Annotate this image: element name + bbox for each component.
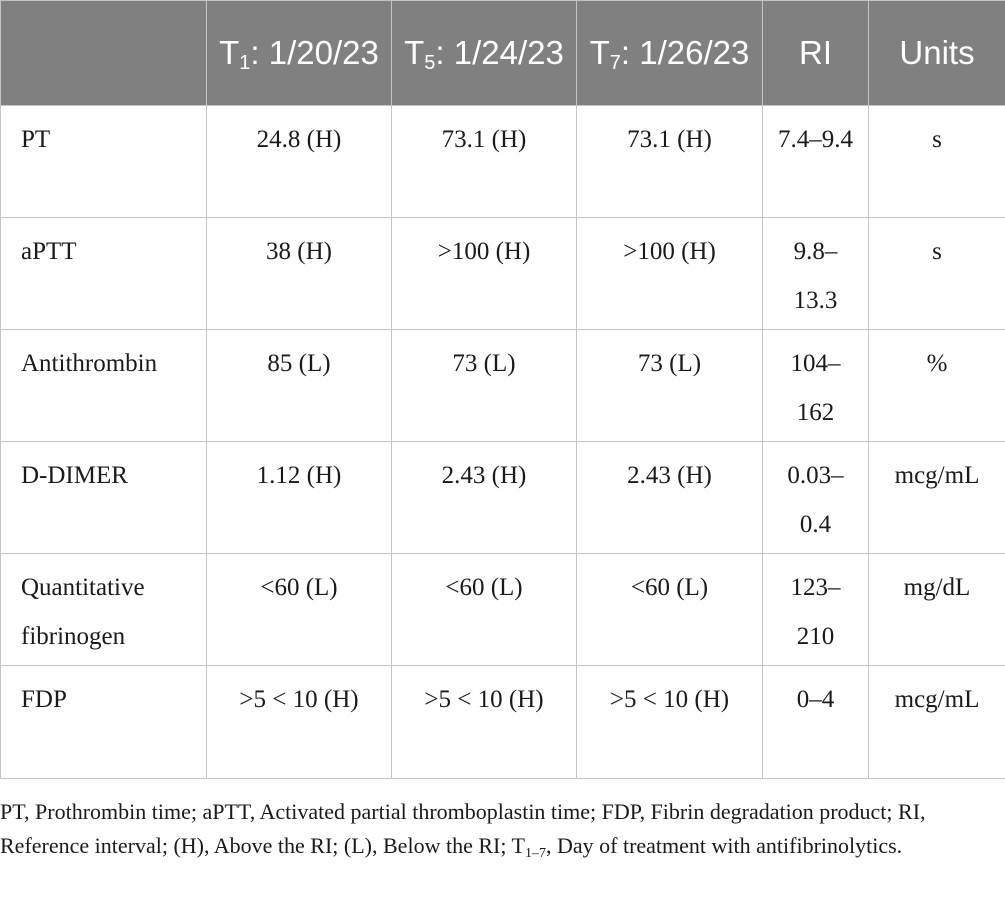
header-t5-date: : 1/24/23 <box>435 34 564 71</box>
row-param: PT <box>0 105 207 218</box>
row-t1-value: <60 (L) <box>206 553 392 666</box>
footnote-text: PT, Prothrombin time; aPTT, Activated pa… <box>0 799 926 858</box>
row-t1-value: 38 (H) <box>206 217 392 330</box>
row-t1-value: >5 < 10 (H) <box>206 665 392 779</box>
row-t5-value: 73 (L) <box>391 329 577 442</box>
row-param: Antithrombin <box>0 329 207 442</box>
header-ri: RI <box>762 0 869 106</box>
header-t7-date: : 1/26/23 <box>620 34 750 71</box>
header-t1-label: T <box>219 34 240 71</box>
row-t7-value: >100 (H) <box>576 217 763 330</box>
header-t1-sub: 1 <box>239 52 251 74</box>
header-t5-label: T <box>404 34 425 71</box>
table-footnote: PT, Prothrombin time; aPTT, Activated pa… <box>0 795 990 863</box>
row-ri-value: 0–4 <box>762 665 869 779</box>
row-ri-value: 104–162 <box>762 329 869 442</box>
table-row: Quantitative fibrinogen <60 (L) <60 (L) … <box>0 553 1005 666</box>
header-t1: T1: 1/20/23 <box>206 0 392 106</box>
row-t7-value: 73 (L) <box>576 329 763 442</box>
header-row: T1: 1/20/23 T5: 1/24/23 T7: 1/26/23 RI U… <box>0 0 1005 106</box>
row-param: aPTT <box>0 217 207 330</box>
lab-results-table: T1: 1/20/23 T5: 1/24/23 T7: 1/26/23 RI U… <box>0 0 1005 779</box>
table-row: PT 24.8 (H) 73.1 (H) 73.1 (H) 7.4–9.4 s <box>0 105 1005 218</box>
row-units-value: mcg/mL <box>868 441 1005 554</box>
row-t1-value: 24.8 (H) <box>206 105 392 218</box>
footnote-sub: 1–7 <box>524 846 546 861</box>
row-t1-value: 1.12 (H) <box>206 441 392 554</box>
header-corner-cell <box>0 0 207 106</box>
row-units-value: s <box>868 217 1005 330</box>
header-t5-sub: 5 <box>424 52 436 74</box>
row-t5-value: >100 (H) <box>391 217 577 330</box>
table-header: T1: 1/20/23 T5: 1/24/23 T7: 1/26/23 RI U… <box>0 0 1005 106</box>
row-units-value: mg/dL <box>868 553 1005 666</box>
row-ri-value: 9.8–13.3 <box>762 217 869 330</box>
table-body: PT 24.8 (H) 73.1 (H) 73.1 (H) 7.4–9.4 s … <box>0 105 1005 779</box>
row-t1-value: 85 (L) <box>206 329 392 442</box>
row-t7-value: >5 < 10 (H) <box>576 665 763 779</box>
row-t5-value: 73.1 (H) <box>391 105 577 218</box>
row-units-value: mcg/mL <box>868 665 1005 779</box>
footnote-text-end: , Day of treatment with antifibrinolytic… <box>545 833 903 858</box>
row-ri-value: 0.03–0.4 <box>762 441 869 554</box>
table-row: D-DIMER 1.12 (H) 2.43 (H) 2.43 (H) 0.03–… <box>0 441 1005 554</box>
row-t7-value: 2.43 (H) <box>576 441 763 554</box>
table-row: aPTT 38 (H) >100 (H) >100 (H) 9.8–13.3 s <box>0 217 1005 330</box>
header-t7: T7: 1/26/23 <box>576 0 763 106</box>
header-t5: T5: 1/24/23 <box>391 0 577 106</box>
row-t5-value: >5 < 10 (H) <box>391 665 577 779</box>
row-units-value: % <box>868 329 1005 442</box>
row-param: D-DIMER <box>0 441 207 554</box>
row-units-value: s <box>868 105 1005 218</box>
header-units: Units <box>868 0 1005 106</box>
table-row: Antithrombin 85 (L) 73 (L) 73 (L) 104–16… <box>0 329 1005 442</box>
row-param: Quantitative fibrinogen <box>0 553 207 666</box>
table-row: FDP >5 < 10 (H) >5 < 10 (H) >5 < 10 (H) … <box>0 665 1005 779</box>
row-t7-value: 73.1 (H) <box>576 105 763 218</box>
header-t7-label: T <box>589 34 610 71</box>
row-t5-value: <60 (L) <box>391 553 577 666</box>
row-ri-value: 7.4–9.4 <box>762 105 869 218</box>
row-param: FDP <box>0 665 207 779</box>
row-t7-value: <60 (L) <box>576 553 763 666</box>
header-t1-date: : 1/20/23 <box>250 34 379 71</box>
row-ri-value: 123–210 <box>762 553 869 666</box>
header-t7-sub: 7 <box>609 52 621 74</box>
row-t5-value: 2.43 (H) <box>391 441 577 554</box>
